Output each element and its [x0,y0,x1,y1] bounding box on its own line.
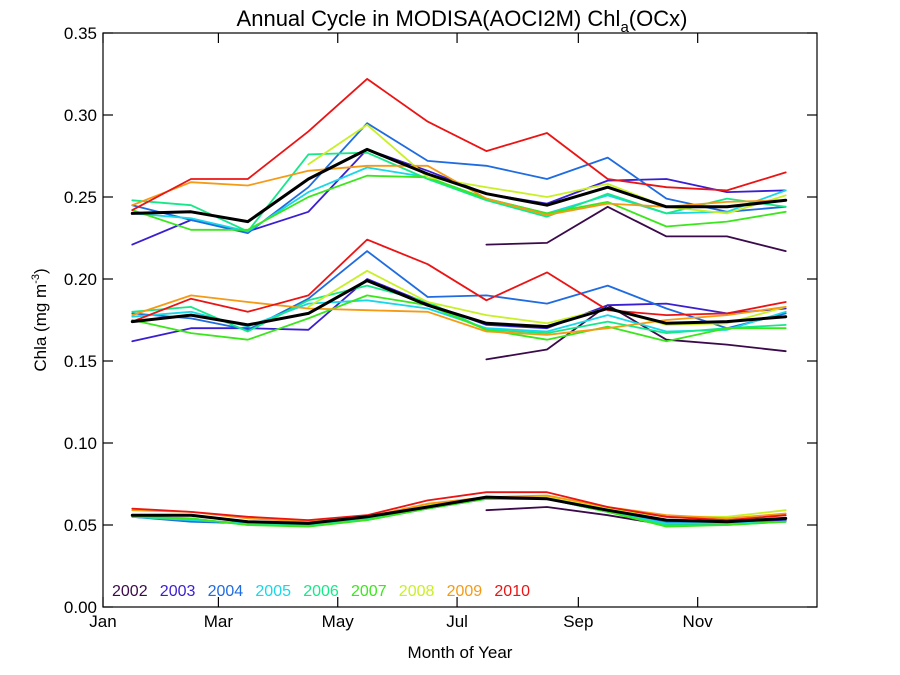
y-tick-label: 0.20 [64,270,97,289]
axis-ticks: 0.00 0.05 0.10 0.15 0.20 0.25 0.30 0.35 Jan Mar Ma… [64,24,817,631]
chart-title-main: Annual Cycle in MODISA(AOCI2M) Chl [237,6,621,31]
series-2009-line-3 [131,494,787,523]
y-tick-label: 0.35 [64,24,97,43]
chart-title-suffix: (OCx) [629,6,688,31]
x-axis-label: Month of Year [408,643,513,662]
legend-label-2009: 2009 [447,583,483,600]
y-axis-label: Chla (mg m-3) [30,268,50,371]
series-2010-line-2 [131,238,787,323]
legend: 2002 2003 2004 2005 2006 2007 2008 2009 2010 [112,583,530,600]
y-tick-label: 0.25 [64,188,97,207]
plot-lines [130,78,788,528]
series-mean-line-2 [130,279,788,329]
series-2010-line-1 [131,78,787,211]
x-tick-label: Mar [204,612,234,631]
legend-label-2004: 2004 [208,583,244,600]
series-2007-line-1 [131,174,787,231]
x-tick-label: Sep [563,612,593,631]
legend-label-2008: 2008 [399,583,435,600]
chart-title: Annual Cycle in MODISA(AOCI2M) Chla(OCx) [237,6,688,36]
y-tick-label: 0.30 [64,106,97,125]
series-2008-line-1 [307,123,787,215]
plot-frame [102,32,818,608]
legend-label-2005: 2005 [255,583,291,600]
y-axis-label-superscript: -3 [30,274,42,284]
legend-label-2002: 2002 [112,583,148,600]
x-tick-label: Nov [683,612,714,631]
series-2007-line-2 [131,294,787,343]
legend-label-2003: 2003 [160,583,196,600]
y-tick-label: 0.00 [64,598,97,617]
chart-title-subscript: a [620,19,629,36]
series-2002-line-1 [485,205,787,252]
series-2009-line-2 [131,294,787,336]
y-axis-label-close: ) [31,268,50,274]
legend-label-2010: 2010 [494,583,530,600]
series-mean-line-1 [130,147,788,224]
y-axis-label-main: Chla (mg m [31,284,50,372]
series-2006-line-1 [131,151,787,233]
x-tick-label: Jul [446,612,468,631]
y-tick-label: 0.05 [64,516,97,535]
series-2004-line-1 [131,122,787,234]
series-2006-line-2 [131,284,787,334]
x-tick-label: May [322,612,355,631]
x-tick-label: Jan [89,612,116,631]
series-2007-line-3 [131,497,787,528]
series-2005-line-1 [131,166,787,233]
legend-label-2007: 2007 [351,583,387,600]
series-2010-line-3 [131,491,787,521]
y-tick-label: 0.15 [64,352,97,371]
series-2008-line-2 [307,269,787,326]
y-tick-label: 0.10 [64,434,97,453]
series-mean-line-3 [130,495,788,525]
legend-label-2006: 2006 [303,583,339,600]
